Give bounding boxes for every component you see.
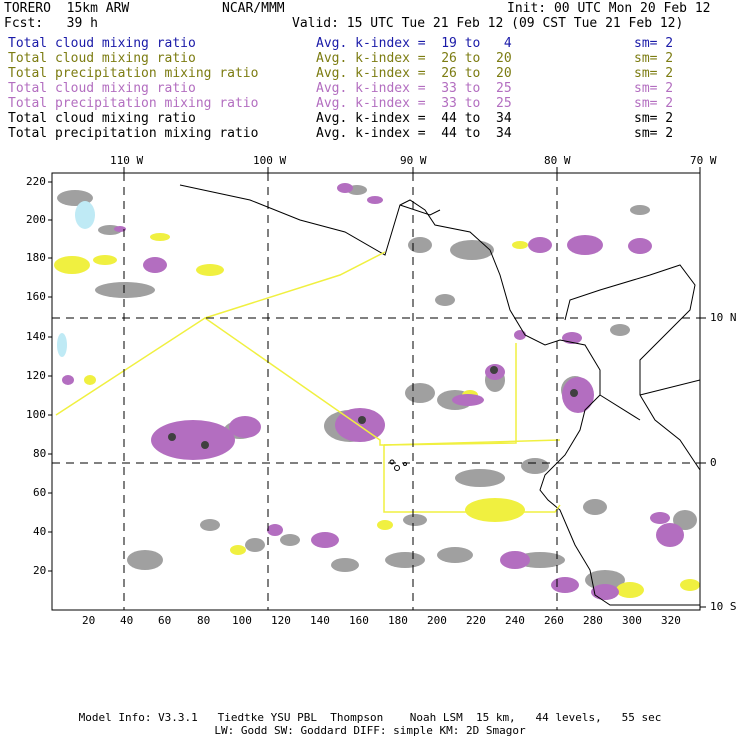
- legend-field: Total cloud mixing ratio: [8, 111, 196, 126]
- legend-sm: sm= 2: [634, 81, 674, 96]
- legend-sm: sm= 2: [634, 66, 674, 81]
- lon-label: 90 W: [400, 154, 427, 167]
- x-tick-label: 40: [120, 614, 134, 627]
- forecast-hour: Fcst: 39 h: [4, 16, 98, 31]
- y-tick-label: 140: [26, 330, 46, 343]
- legend-index: Avg. k-index = 33 to 25: [316, 81, 512, 96]
- legend-sm: sm= 2: [634, 36, 674, 51]
- coastline: [179, 184, 701, 606]
- valid-time: Valid: 15 UTC Tue 21 Feb 12 (09 CST Tue …: [292, 16, 684, 31]
- legend-sm: sm= 2: [634, 111, 674, 126]
- legend-sm: sm= 2: [634, 126, 674, 141]
- cloud-purple-areas: [62, 183, 684, 600]
- x-tick-label: 300: [622, 614, 642, 627]
- x-tick-label: 80: [197, 614, 211, 627]
- legend-sm: sm= 2: [634, 96, 674, 111]
- lon-label: 100 W: [253, 154, 287, 167]
- domain-outlines: [55, 251, 561, 513]
- y-tick-label: 20: [33, 564, 47, 577]
- x-tick-label: 140: [310, 614, 330, 627]
- legend-index: Avg. k-index = 44 to 34: [316, 126, 512, 141]
- lat-lon-grid: [52, 173, 700, 610]
- frame-ticks: [48, 167, 706, 608]
- legend-index: Avg. k-index = 44 to 34: [316, 111, 512, 126]
- y-tick-label: 80: [33, 447, 47, 460]
- y-tick-label: 120: [26, 369, 46, 382]
- precip-yellow-areas: [54, 233, 700, 598]
- x-tick-label: 240: [505, 614, 525, 627]
- galapagos-islands: [389, 459, 407, 471]
- x-tick-label: 320: [661, 614, 681, 627]
- legend-index: Avg. k-index = 26 to 20: [316, 66, 512, 81]
- x-tick-label: 220: [466, 614, 486, 627]
- org-label: NCAR/MMM: [222, 1, 285, 16]
- y-tick-label: 220: [26, 175, 46, 188]
- x-tick-label: 160: [349, 614, 369, 627]
- x-tick-label: 200: [427, 614, 447, 627]
- model-title: TORERO 15km ARW: [4, 1, 130, 16]
- legend-field: Total cloud mixing ratio: [8, 36, 196, 51]
- legend-field: Total precipitation mixing ratio: [8, 66, 259, 81]
- map-frame: [51, 172, 701, 611]
- legend-index: Avg. k-index = 26 to 20: [316, 51, 512, 66]
- cloud-lightblue-areas: [57, 201, 95, 357]
- x-tick-label: 260: [544, 614, 564, 627]
- y-tick-label: 160: [26, 290, 46, 303]
- y-tick-label: 100: [26, 408, 46, 421]
- legend-index: Avg. k-index = 19 to 4: [316, 36, 512, 51]
- y-tick-label: 180: [26, 251, 46, 264]
- model-info-line1: Model Info: V3.3.1 Tiedtke YSU PBL Thomp…: [78, 711, 662, 724]
- x-tick-label: 180: [388, 614, 408, 627]
- legend-sm: sm= 2: [634, 51, 674, 66]
- model-info-line2: LW: Godd SW: Goddard DIFF: simple KM: 2D…: [214, 724, 526, 737]
- x-tick-label: 60: [158, 614, 172, 627]
- lon-label: 70 W: [690, 154, 717, 167]
- lat-label: 10 S: [710, 600, 737, 613]
- x-tick-label: 20: [82, 614, 96, 627]
- legend-field: Total cloud mixing ratio: [8, 81, 196, 96]
- y-tick-label: 60: [33, 486, 47, 499]
- legend-index: Avg. k-index = 33 to 25: [316, 96, 512, 111]
- legend-field: Total precipitation mixing ratio: [8, 126, 259, 141]
- y-tick-label: 200: [26, 213, 46, 226]
- init-time: Init: 00 UTC Mon 20 Feb 12: [507, 1, 711, 16]
- border-line: [399, 204, 701, 421]
- x-tick-label: 100: [232, 614, 252, 627]
- lon-label: 80 W: [544, 154, 571, 167]
- lat-label: 10 N: [710, 311, 737, 324]
- lon-label: 110 W: [110, 154, 144, 167]
- x-tick-label: 120: [271, 614, 291, 627]
- x-tick-label: 280: [583, 614, 603, 627]
- lat-label: 0: [710, 456, 717, 469]
- legend-field: Total precipitation mixing ratio: [8, 96, 259, 111]
- legend-field: Total cloud mixing ratio: [8, 51, 196, 66]
- y-tick-label: 40: [33, 525, 47, 538]
- cloud-dark-cores: [168, 366, 578, 449]
